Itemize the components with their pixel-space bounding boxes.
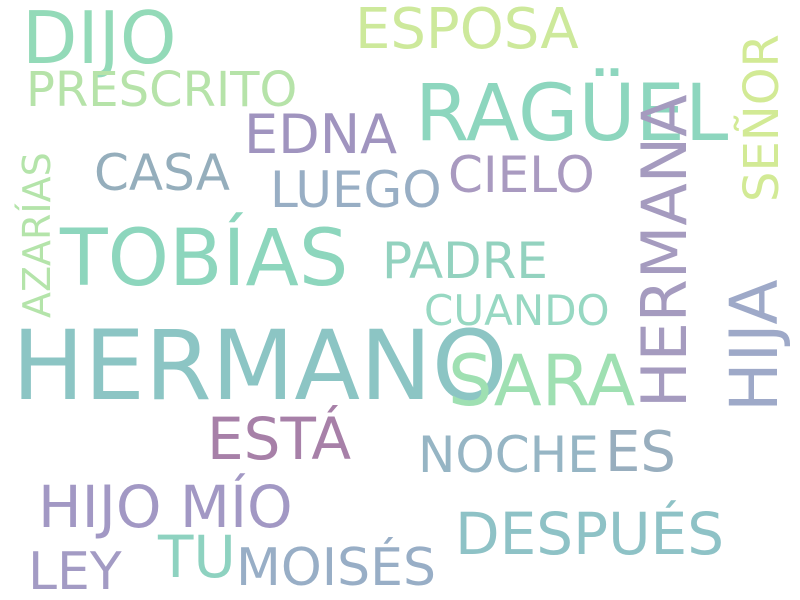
word-hermana: HERMANA xyxy=(628,94,701,408)
word-padre: PADRE xyxy=(382,232,548,290)
word-esposa: ESPOSA xyxy=(355,0,579,62)
word-dijo: DIJO xyxy=(22,0,177,80)
word-sara: SARA xyxy=(448,340,636,422)
word-moises: MOISÉS xyxy=(236,538,437,598)
word-cielo: CIELO xyxy=(448,146,595,204)
word-edna: EDNA xyxy=(244,103,398,166)
word-raguel: RAGÜEL xyxy=(415,69,729,159)
word-esta: ESTÁ xyxy=(207,405,352,473)
word-despues: DESPUÉS xyxy=(455,500,725,568)
word-hija: HIJA xyxy=(716,279,793,412)
word-ley: LEY xyxy=(28,542,122,600)
word-noche: NOCHE xyxy=(418,426,599,484)
word-hijo-mio: HIJO MÍO xyxy=(38,473,293,541)
word-es: ES xyxy=(605,420,676,485)
word-tobias: TOBÍAS xyxy=(60,214,349,304)
word-hermano: HERMANO xyxy=(12,310,508,422)
word-azarias: AZARÍAS xyxy=(15,152,59,318)
word-casa: CASA xyxy=(94,144,230,202)
word-senor: SEÑOR xyxy=(734,34,790,202)
word-prescrito: PRESCRITO xyxy=(26,62,298,118)
word-cuando: CUANDO xyxy=(424,286,610,335)
word-luego: LUEGO xyxy=(270,161,442,219)
word-tu: TU xyxy=(158,523,236,591)
